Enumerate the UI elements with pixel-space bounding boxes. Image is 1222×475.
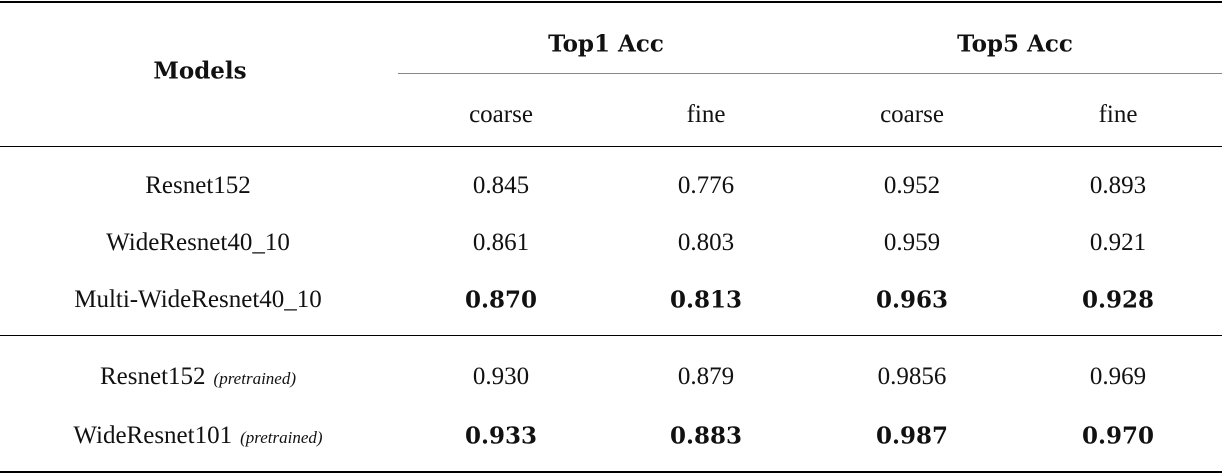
table-cell: 0.921	[1089, 229, 1147, 256]
table-cell: 0.969	[1089, 363, 1147, 390]
model-name: Resnet152	[99, 363, 206, 390]
subcol-header: fine	[686, 101, 726, 128]
table-cell: 0.861	[472, 229, 530, 256]
model-name: Multi-WideResnet40_10	[74, 286, 322, 313]
bottom-rule	[0, 471, 1222, 473]
top5-header: Top5 Acc	[957, 30, 1073, 58]
subcol-header: fine	[1098, 101, 1138, 128]
table-cell: 0.879	[677, 363, 735, 390]
model-note: (pretrained)	[240, 428, 323, 447]
table-cell: 0.959	[883, 229, 941, 256]
model-name: WideResnet101	[73, 422, 233, 449]
table-cell: 0.928	[1081, 286, 1155, 314]
top1-header: Top1 Acc	[548, 30, 664, 58]
table-cell: 0.803	[677, 229, 735, 256]
table-cell: 0.9856	[877, 363, 947, 390]
table-row-model: WideResnet40_10	[106, 229, 290, 257]
model-name: WideResnet40_10	[106, 229, 290, 256]
table-row-model: WideResnet101 (pretrained)	[73, 422, 322, 450]
table-cell: 0.970	[1081, 422, 1155, 450]
table-row-model: Resnet152 (pretrained)	[100, 363, 296, 391]
table-cell: 0.933	[464, 422, 538, 450]
subcol-header: coarse	[880, 101, 944, 128]
table-cell: 0.845	[472, 172, 530, 199]
table-cell: 0.883	[669, 422, 743, 450]
table-cell: 0.987	[875, 422, 949, 450]
table-row-model: Multi-WideResnet40_10	[74, 286, 322, 314]
model-name: Resnet152	[145, 172, 251, 199]
cmidrule	[398, 73, 1222, 74]
header-rule	[0, 146, 1222, 147]
table-cell: 0.930	[472, 363, 530, 390]
group-rule	[0, 335, 1222, 336]
table-cell: 0.893	[1089, 172, 1147, 199]
table-cell: 0.952	[883, 172, 941, 199]
table-cell: 0.813	[669, 286, 743, 314]
table-cell: 0.963	[875, 286, 949, 314]
models-header: Models	[153, 57, 247, 85]
table-row-model: Resnet152	[145, 172, 251, 200]
table-cell: 0.870	[464, 286, 538, 314]
top-rule	[0, 1, 1222, 3]
model-note: (pretrained)	[213, 369, 297, 388]
table-cell: 0.776	[677, 172, 735, 199]
subcol-header: coarse	[469, 101, 533, 128]
